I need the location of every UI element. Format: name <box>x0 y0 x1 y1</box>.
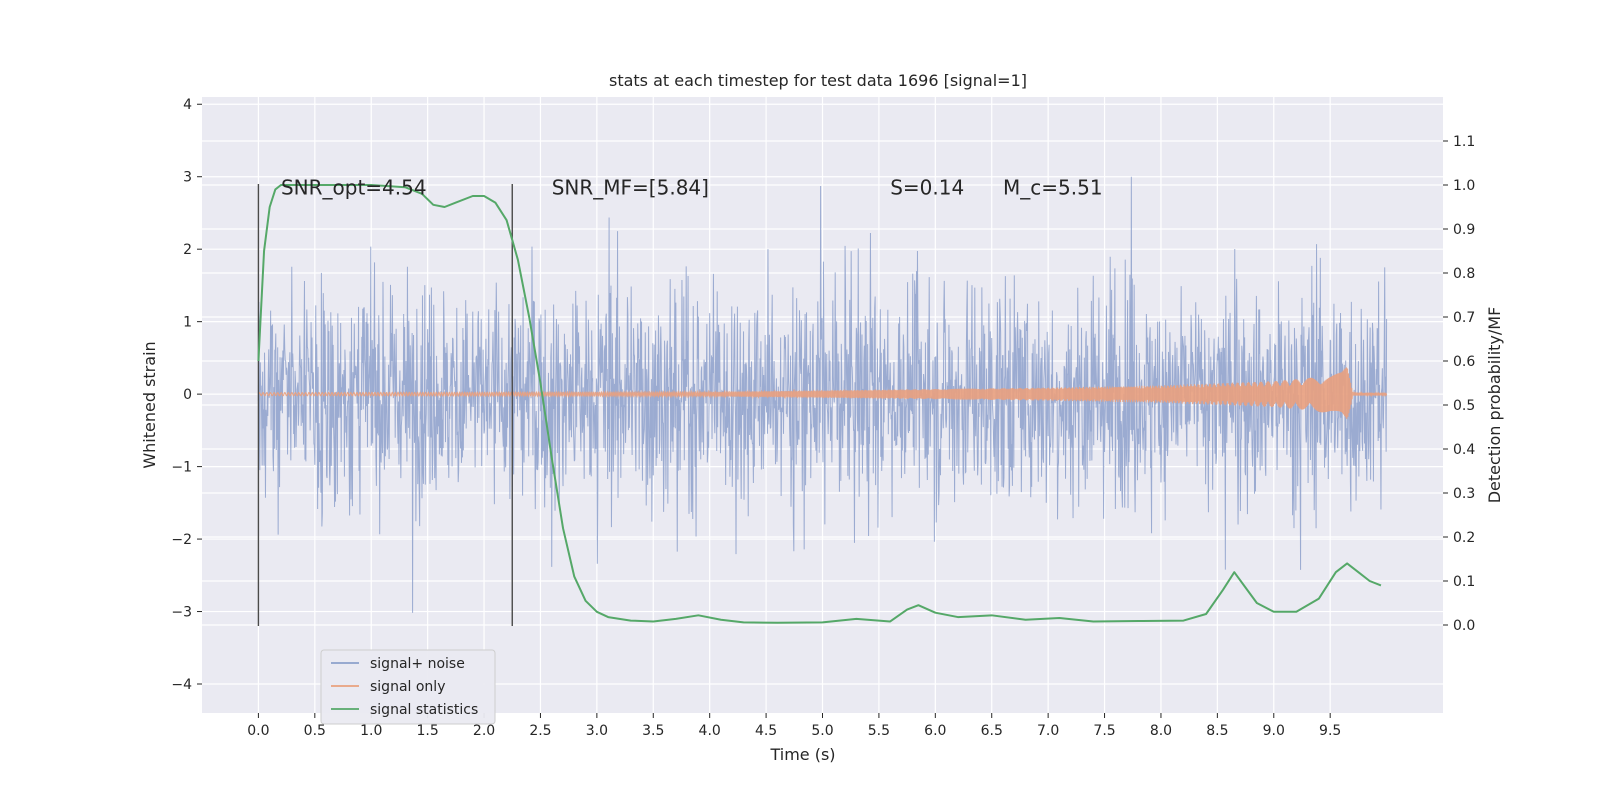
y-right-tick-label: 0.7 <box>1453 310 1475 326</box>
y-tick-label: −1 <box>171 460 192 476</box>
x-tick-label: 0.5 <box>304 723 326 739</box>
x-axis-ticks: 0.0 0.5 1.0 1.5 2.0 2.5 3.0 3.5 4.0 4.5 5.0 5.5 6.0 6… <box>247 713 1341 739</box>
series-signal-plus-noise <box>257 176 1388 613</box>
x-tick-label: 3.5 <box>642 723 664 739</box>
annotations: SNR_opt=4.54 SNR_MF=[5.84] S=0.14 M_c=5.51 <box>281 176 1103 200</box>
x-tick-label: 2.0 <box>473 723 495 739</box>
signal-plus-noise-line <box>257 176 1388 613</box>
x-tick-label: 0.0 <box>247 723 269 739</box>
legend-label-signal-only: signal only <box>370 679 445 695</box>
y-axis-left-label: Whitened strain <box>140 341 159 468</box>
x-tick-label: 5.0 <box>811 723 833 739</box>
legend-box <box>320 649 496 725</box>
y-right-tick-label: 1.0 <box>1453 178 1475 194</box>
x-tick-label: 9.0 <box>1263 723 1285 739</box>
x-tick-label: 7.5 <box>1093 723 1115 739</box>
annotation-mc-value: M_c=5.51 <box>1003 176 1103 200</box>
y-tick-label: 4 <box>183 97 192 113</box>
y-right-tick-label: 0.0 <box>1453 618 1475 634</box>
x-tick-label: 4.0 <box>699 723 721 739</box>
x-tick-label: 1.5 <box>417 723 439 739</box>
x-tick-label: 6.0 <box>924 723 946 739</box>
y-right-tick-label: 0.5 <box>1453 398 1475 414</box>
legend-label-signal-plus-noise: signal+ noise <box>370 656 465 672</box>
annotation-s-value: S=0.14 <box>890 176 964 200</box>
legend-label-signal-statistics: signal statistics <box>370 702 478 718</box>
x-tick-label: 6.5 <box>981 723 1003 739</box>
x-tick-label: 5.5 <box>868 723 890 739</box>
vertical-markers <box>257 183 513 627</box>
x-tick-label: 8.0 <box>1150 723 1172 739</box>
y-tick-label: −2 <box>171 532 192 548</box>
y-right-tick-label: 0.9 <box>1453 222 1475 238</box>
y-tick-label: 2 <box>183 242 192 258</box>
y-tick-label: −4 <box>171 677 192 693</box>
legend: signal+ noise signal only signal statist… <box>320 649 496 725</box>
x-tick-label: 2.5 <box>529 723 551 739</box>
x-tick-label: 3.0 <box>586 723 608 739</box>
y-tick-label: 3 <box>183 170 192 186</box>
annotation-snr-mf: SNR_MF=[5.84] <box>552 176 709 200</box>
y-right-tick-label: 1.1 <box>1453 134 1475 150</box>
x-tick-label: 9.5 <box>1319 723 1341 739</box>
chart-title: stats at each timestep for test data 169… <box>609 71 1027 90</box>
signal-statistics-line <box>257 184 1382 624</box>
series-signal-only <box>257 367 1388 419</box>
y-right-tick-label: 0.3 <box>1453 486 1475 502</box>
y-right-tick-label: 0.1 <box>1453 574 1475 590</box>
x-tick-label: 1.0 <box>360 723 382 739</box>
y-tick-label: −3 <box>171 605 192 621</box>
y-right-tick-label: 0.2 <box>1453 530 1475 546</box>
annotation-snr-opt: SNR_opt=4.54 <box>281 176 427 200</box>
x-axis-label: Time (s) <box>769 745 835 764</box>
y-axis-right-ticks: 0.0 0.1 0.2 0.3 0.4 0.5 0.6 0.7 0.8 0.9 1.0 1.1 <box>1443 134 1475 634</box>
y-right-tick-label: 0.8 <box>1453 266 1475 282</box>
series-signal-statistics <box>257 184 1382 624</box>
y-right-tick-label: 0.6 <box>1453 354 1475 370</box>
signal-only-line <box>257 367 1388 419</box>
x-tick-label: 8.5 <box>1206 723 1228 739</box>
x-tick-label: 7.0 <box>1037 723 1059 739</box>
y-tick-label: 0 <box>183 387 192 403</box>
y-right-tick-label: 0.4 <box>1453 442 1475 458</box>
y-axis-right-label: Detection probability/MF <box>1485 307 1504 504</box>
x-tick-label: 4.5 <box>755 723 777 739</box>
y-tick-label: 1 <box>183 315 192 331</box>
y-axis-left-ticks: −4 −3 −2 −1 0 1 2 3 4 <box>171 97 202 693</box>
